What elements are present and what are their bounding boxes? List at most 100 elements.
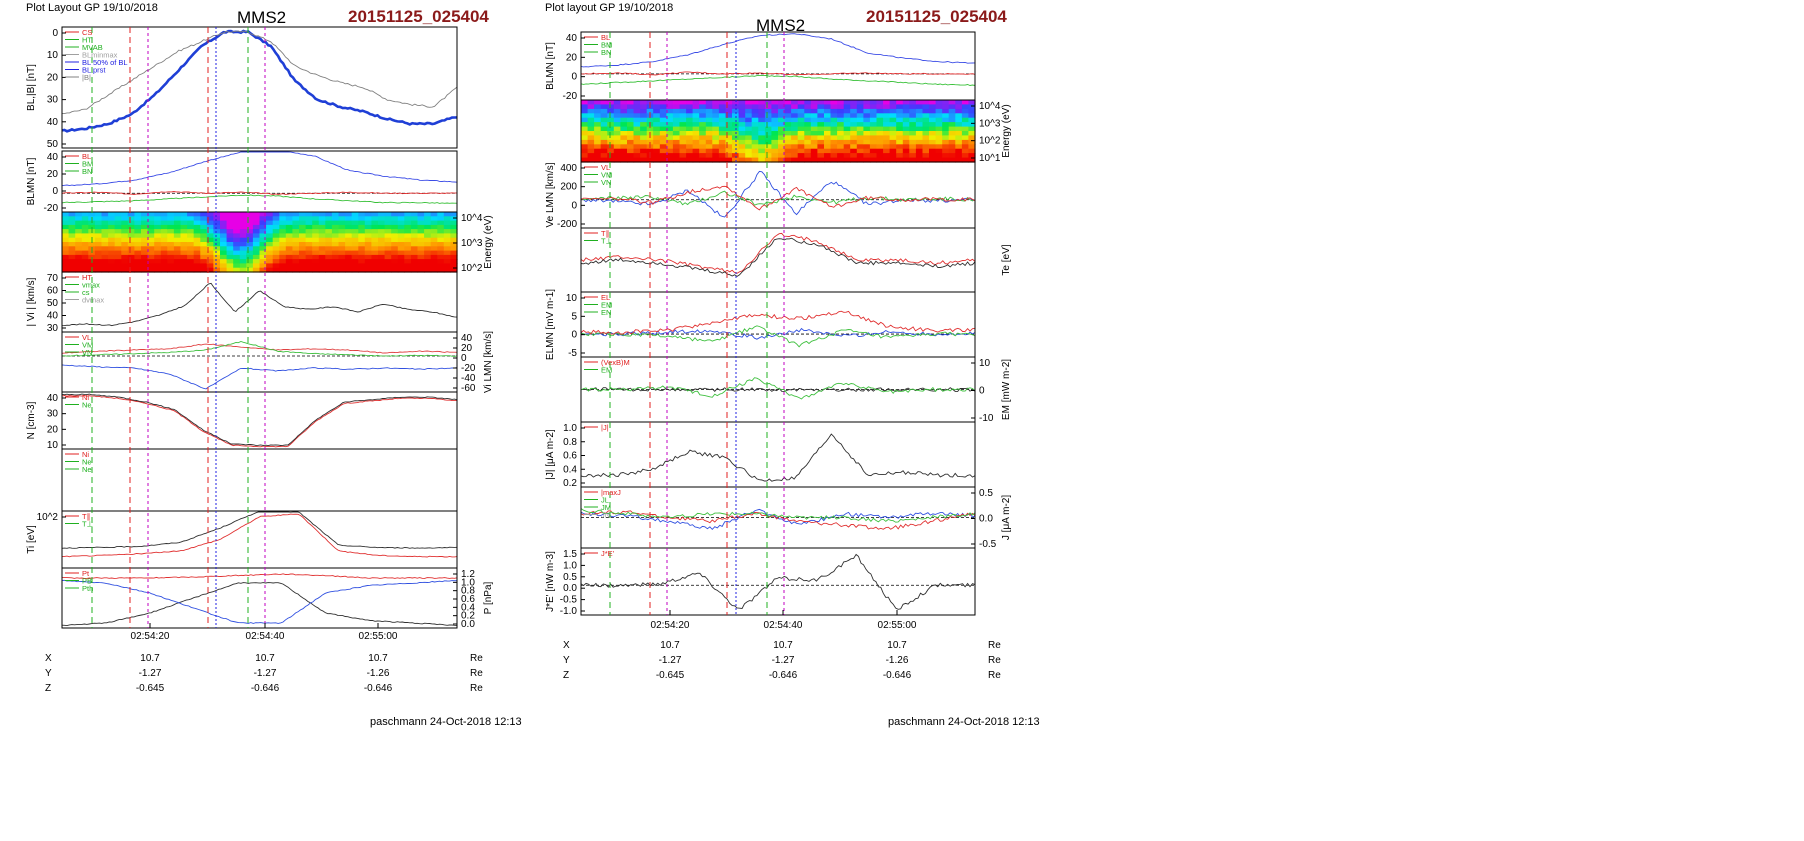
y-tick-label: 10^2 [979, 136, 1001, 147]
spectrogram-cell [430, 224, 438, 230]
spectrogram-cell [108, 220, 116, 226]
y-tick-label: 0.4 [461, 602, 475, 613]
spectrogram-cell [843, 148, 851, 154]
spectrogram-cell [68, 242, 76, 247]
spectrogram-cell [410, 220, 419, 226]
spectrogram-cell [318, 267, 326, 273]
spectrogram-cell [279, 216, 287, 222]
spectrogram-cell [856, 157, 864, 163]
spectrogram-cell [325, 263, 333, 269]
spectrogram-cell [279, 229, 287, 234]
spectrogram-cell [147, 267, 155, 273]
spectrogram-cell [351, 220, 359, 226]
spectrogram-cell [233, 263, 241, 269]
spectrogram-cell [108, 250, 116, 256]
spectrogram-cell [141, 254, 149, 260]
spectrogram-cell [127, 259, 135, 264]
spectrogram-cell [279, 259, 287, 264]
spectrogram-cell [325, 220, 333, 226]
spectrogram-cell [692, 108, 700, 114]
spectrogram-cell [679, 139, 687, 145]
spectrogram-cell [758, 108, 766, 114]
spectrogram-cell [929, 157, 937, 163]
spectrogram-cell [384, 254, 392, 260]
spectrogram-cell [600, 148, 608, 154]
spectrogram-cell [837, 126, 845, 132]
spectrogram-cell [358, 242, 366, 247]
series-line [580, 71, 976, 76]
spectrogram-cell [600, 135, 608, 141]
spectrogram-cell [220, 212, 228, 217]
spectrogram-cell [364, 259, 372, 264]
spectrogram-cell [824, 104, 832, 110]
spectrogram-cell [410, 224, 419, 230]
spectrogram-cell [259, 212, 267, 217]
spectrogram-cell [594, 117, 602, 123]
spectrogram-cell [384, 250, 392, 256]
spectrogram-cell [804, 113, 812, 119]
spectrogram-cell [699, 122, 707, 128]
y-tick-label: 1.0 [563, 560, 577, 571]
spectrogram-cell [942, 157, 950, 163]
spectrogram-cell [325, 212, 333, 217]
spectrogram-cell [371, 246, 379, 252]
series-line [62, 341, 458, 357]
spectrogram-cell [430, 233, 438, 239]
spectrogram-cell [804, 153, 812, 159]
spectrogram-cell [607, 148, 615, 154]
spectrogram-cell [830, 135, 838, 141]
spectrogram-cell [955, 157, 963, 163]
spectrogram-cell [587, 157, 595, 163]
spectrogram-cell [167, 229, 175, 234]
spectrogram-cell [252, 267, 261, 273]
ephemeris-value: -1.26 [886, 655, 909, 666]
spectrogram-cell [299, 254, 307, 260]
spectrogram-cell [942, 139, 950, 145]
spectrogram-cell [88, 220, 96, 226]
spectrogram-cell [318, 246, 326, 252]
spectrogram-cell [725, 144, 733, 150]
series-line [580, 237, 976, 277]
spectrogram-cell [371, 254, 379, 260]
spectrogram-cell [384, 212, 392, 217]
spectrogram-cell [627, 117, 635, 123]
spectrogram-cell [883, 126, 891, 132]
spectrogram-cell [869, 117, 878, 123]
spectrogram-cell [345, 212, 353, 217]
spectrogram-cell [633, 104, 641, 110]
series-line [61, 579, 457, 624]
spectrogram-cell [620, 144, 628, 150]
spectrogram-cell [338, 233, 346, 239]
spectrogram-cell [233, 233, 241, 239]
legend-label: VN [82, 348, 92, 357]
spectrogram-cell [299, 250, 307, 256]
spectrogram-cell [345, 220, 353, 226]
ephemeris-label: Z [45, 683, 51, 694]
spectrogram-cell [686, 117, 694, 123]
spectrogram-cell [745, 148, 753, 154]
spectrogram-cell [94, 254, 103, 260]
panel: 1.00.80.60.40.2|J| [μA m-2] [545, 421, 976, 489]
spectrogram-cell [154, 259, 162, 264]
spectrogram-cell [718, 131, 727, 136]
spectrogram-cell [955, 113, 963, 119]
legend-label: Ni [82, 450, 89, 459]
spectrogram-cell [200, 237, 208, 243]
spectrogram-cell [141, 267, 149, 273]
y-tick-label: 10^3 [979, 118, 1001, 129]
spectrogram-cell [594, 157, 602, 163]
spectrogram-cell [929, 139, 937, 145]
spectrogram-cell [173, 224, 182, 230]
spectrogram-cell [902, 144, 910, 150]
spectrogram-cell [94, 237, 103, 243]
spectrogram-cell [121, 229, 129, 234]
spectrogram-cell [331, 250, 340, 256]
spectrogram-cell [659, 139, 667, 145]
spectrogram-cell [173, 233, 182, 239]
spectrogram-cell [830, 104, 838, 110]
spectrogram-cell [252, 250, 261, 256]
spectrogram-cell [114, 250, 122, 256]
y-tick-label: 0.4 [563, 464, 577, 475]
y-tick-label: 5 [571, 311, 577, 322]
